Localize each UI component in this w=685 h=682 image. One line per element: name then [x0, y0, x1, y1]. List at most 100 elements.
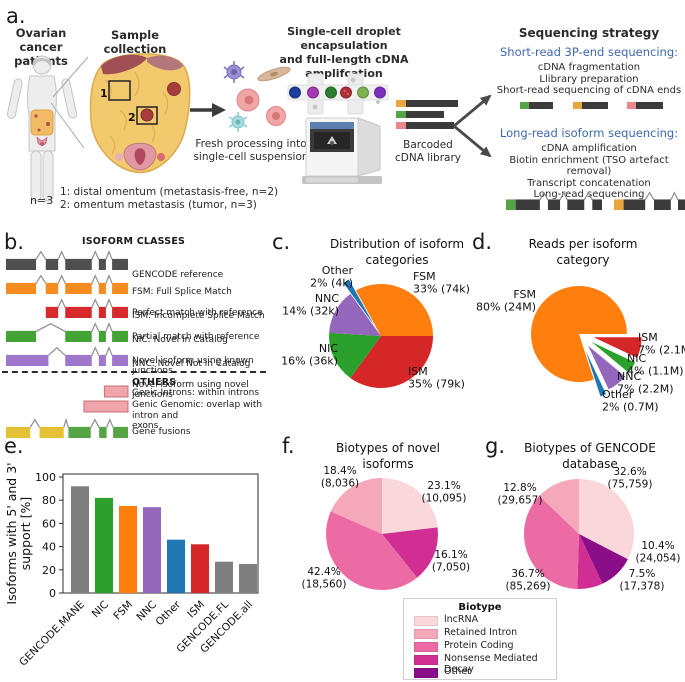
- pie-slice-label: 36.7% (85,269): [506, 568, 551, 593]
- short-read-3: [627, 102, 663, 109]
- exon: [636, 102, 663, 109]
- pie-slice-FSM: [531, 286, 627, 382]
- uterus-inner: [134, 148, 146, 165]
- x-tick-label: FSM: [111, 599, 135, 623]
- exon: [65, 354, 92, 366]
- exon: [678, 199, 685, 210]
- pie-chart-isoform-categories: FSM 33% (74k) ISM 35% (79k) NIC 16% (36k) NNC 1…: [281, 264, 470, 391]
- y-tick-label: 60: [42, 517, 56, 530]
- exon: [98, 330, 106, 342]
- genic-introns-shape: [6, 386, 128, 397]
- pie-slice-Protein Coding: [524, 495, 579, 589]
- exon: [6, 354, 49, 366]
- hair-front: [32, 58, 52, 66]
- pie-c-title: Distribution of isoform categories: [329, 237, 465, 267]
- exon: [112, 306, 128, 318]
- bar-Other: [167, 539, 185, 593]
- class-name: GENCODE reference: [132, 269, 224, 280]
- legend-swatch-nmd: [414, 655, 438, 665]
- bar-NNC: [143, 507, 161, 593]
- exon: [406, 100, 458, 107]
- pie-d-title: Reads per isoform category: [528, 237, 638, 267]
- short-read-heading: Short-read 3P-end sequencing:: [499, 45, 679, 59]
- pie-slice-NIC: [329, 332, 381, 379]
- exon: [6, 282, 37, 294]
- exon: [573, 102, 582, 109]
- panel-b-label: b.: [4, 230, 25, 254]
- pie-slice-Other: [585, 350, 607, 397]
- genic-introns-label: Genic Introns: within introns: [132, 388, 260, 398]
- pie-slice-label: 16.1% (7,050): [432, 549, 470, 574]
- pie-slice-NNC: [329, 293, 381, 336]
- exon: [406, 122, 454, 129]
- exon: [396, 100, 406, 107]
- pie-slice-label: Other 2% (4k): [310, 264, 353, 290]
- bead: [376, 100, 380, 104]
- pie-slice-label: 32.6% (75,759): [608, 466, 653, 491]
- exon: [98, 258, 106, 270]
- uterus-dot: [40, 142, 44, 146]
- panel-e-label: e.: [4, 434, 24, 458]
- long-read-heading: Long-read isoform sequencing:: [499, 126, 679, 140]
- n-label: n=3: [30, 194, 54, 207]
- droplet-magenta: [307, 86, 319, 99]
- legend-title: Biotype: [458, 602, 502, 613]
- chromium-machine-illustration: [302, 117, 382, 184]
- exon: [6, 258, 37, 270]
- pie-slice-Other: [343, 279, 375, 326]
- legend-item: lncRNA: [404, 614, 556, 627]
- legend-item: Nonsense Mediated Decay: [404, 653, 556, 675]
- class-label: NNC: Novel Not in Catalog Novel isoform …: [132, 348, 266, 411]
- long-read-1: [506, 191, 602, 210]
- lesion-dot: [34, 114, 38, 118]
- bead: [350, 77, 356, 83]
- class-name: NIC: Novel In Catalog: [132, 334, 228, 345]
- transcript-ism: [45, 298, 128, 318]
- pie-slice-label: FSM 80% (24M): [476, 288, 536, 314]
- mesothelial-cell: [228, 112, 248, 132]
- sample-title: Sample collection: [103, 28, 167, 56]
- bar-GENCODE.FL: [215, 561, 233, 593]
- tumor-cell-2: [266, 106, 286, 126]
- sample-box-2: [136, 106, 158, 125]
- exon: [45, 282, 59, 294]
- class-label: FSM: Full Splice Match Perfect match wit…: [132, 276, 266, 329]
- pie-slice-label: 12.8% (29,657): [498, 482, 543, 507]
- x-tick-label: GENCODE.MANE: [17, 599, 87, 669]
- ovary-right: [157, 153, 165, 161]
- pie-slice-label: 23.1% (10,095): [422, 480, 467, 505]
- immune-cell: [223, 61, 245, 83]
- exon: [627, 102, 636, 109]
- legend-item: Protein Coding: [404, 640, 556, 653]
- left-arm: [6, 78, 23, 119]
- exon: [506, 199, 516, 210]
- patients-title: Ovarian cancer patients: [14, 26, 68, 68]
- exon: [623, 199, 646, 210]
- box1-number: 1: [100, 87, 108, 100]
- y-axis-label: support [%]: [18, 497, 33, 571]
- pie-slice-Retained Intron: [539, 479, 579, 534]
- others-heading: OTHERS: [132, 377, 177, 388]
- class-name: NNC: Novel Not in Catalog: [132, 358, 251, 369]
- transcript-fsm: [6, 274, 128, 294]
- legend-swatch-retained-intron: [414, 629, 438, 639]
- legend-label: lncRNA: [444, 614, 479, 625]
- exon: [65, 282, 92, 294]
- exon: [6, 330, 37, 342]
- exon: [654, 199, 671, 210]
- isoform-classes-heading: ISOFORM CLASSES: [82, 236, 186, 247]
- omentum-texture: [104, 71, 169, 155]
- pie-slice-Retained Intron: [330, 478, 382, 534]
- lesion-dot: [37, 128, 41, 132]
- exon: [396, 111, 406, 118]
- class-desc: Partial match with reference: [132, 331, 260, 342]
- pie-slice-label: 7.5% (17,378): [620, 568, 665, 593]
- y-axis-label: Isoforms with 5' and 3': [4, 462, 19, 604]
- barcoded-read-1: [396, 100, 458, 107]
- pie-slice-Other: [579, 534, 628, 584]
- y-tick-label: 40: [42, 541, 56, 554]
- droplet-chip-illustration: [287, 73, 389, 115]
